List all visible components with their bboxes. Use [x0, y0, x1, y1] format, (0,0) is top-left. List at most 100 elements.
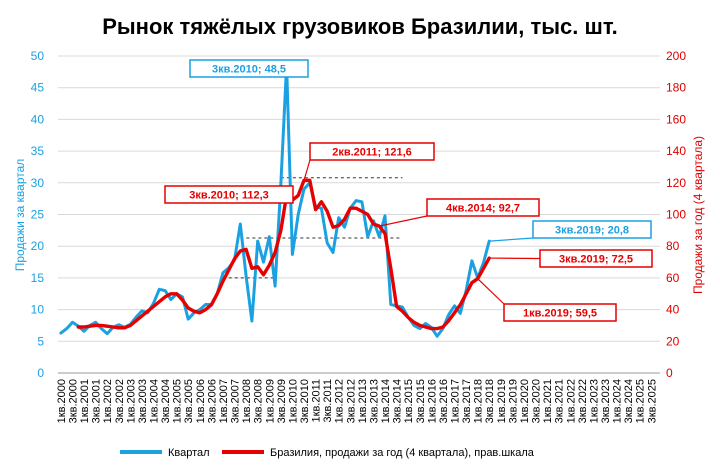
legend: Квартал Бразилия, продажи за год (4 квар… — [120, 447, 535, 459]
left-tick-label: 5 — [37, 334, 44, 348]
x-tick-label: 1кв.2012 — [334, 379, 346, 423]
x-tick-label: 1кв.2009 — [264, 379, 276, 423]
left-tick-label: 35 — [31, 144, 45, 158]
legend-label-annual: Бразилия, продажи за год (4 квартала), п… — [270, 447, 535, 459]
x-tick-label: 3кв.2022 — [577, 379, 589, 423]
grid — [58, 55, 660, 342]
x-tick-label: 3кв.2012 — [345, 379, 357, 423]
right-tick-label: 180 — [666, 81, 686, 95]
x-tick-label: 1кв.2019 — [496, 379, 508, 423]
annotation-box — [164, 185, 294, 204]
x-tick-label: 3кв.2011 — [322, 379, 334, 422]
x-tick-label: 3кв.2009 — [276, 379, 288, 423]
x-tick-label: 3кв.2015 — [415, 379, 427, 423]
legend-label-quarter: Квартал — [168, 447, 210, 459]
chart-title: Рынок тяжёлых грузовиков Бразилии, тыс. … — [102, 14, 618, 39]
right-tick-label: 0 — [666, 366, 673, 380]
x-tick-label: 1кв.2005 — [172, 379, 184, 423]
x-tick-label: 3кв.2001 — [91, 379, 103, 423]
right-tick-label: 140 — [666, 144, 686, 158]
x-tick-label: 1кв.2025 — [635, 379, 647, 423]
right-tick-label: 100 — [666, 208, 686, 222]
annotation-label: 1кв.2019; 59,5 — [523, 308, 597, 320]
left-tick-label: 0 — [37, 366, 44, 380]
x-tick-label: 1кв.2007 — [218, 379, 230, 423]
right-tick-label: 120 — [666, 176, 686, 190]
x-tick-label: 3кв.2023 — [600, 379, 612, 423]
annotation-leader — [379, 215, 428, 227]
x-tick-label: 1кв.2023 — [588, 379, 600, 423]
x-tick-label: 3кв.2007 — [230, 379, 242, 423]
x-tick-label: 1кв.2010 — [287, 379, 299, 423]
annotation-box — [503, 303, 617, 322]
left-tick-label: 30 — [31, 176, 45, 190]
left-axis-ticks: 0 5 10 15 20 25 30 35 40 45 50 — [31, 49, 45, 380]
x-tick-label: 1кв.2006 — [195, 379, 207, 423]
x-tick-label: 3кв.2003 — [137, 379, 149, 423]
annotation-box — [189, 59, 309, 78]
x-tick-label: 3кв.2021 — [554, 379, 566, 423]
x-tick-label: 1кв.2000 — [56, 379, 68, 423]
x-tick-label: 3кв.2024 — [623, 379, 635, 423]
reference-lines — [228, 177, 403, 279]
annotation-leader — [489, 237, 534, 242]
x-tick-label: 1кв.2013 — [357, 379, 369, 423]
right-tick-label: 80 — [666, 239, 680, 253]
right-tick-label: 40 — [666, 303, 680, 317]
left-tick-label: 10 — [31, 303, 45, 317]
x-tick-label: 1кв.2004 — [149, 379, 161, 423]
x-tick-label: 3кв.2006 — [206, 379, 218, 423]
x-tick-label: 1кв.2008 — [241, 379, 253, 423]
x-axis-ticks: 1кв.2000 3кв.2000 1кв.2001 3кв.2001 1кв.2002… — [56, 379, 658, 423]
right-tick-label: 160 — [666, 112, 686, 126]
x-tick-label: 1кв.2024 — [612, 379, 624, 423]
annotation-label: 2кв.2011; 121,6 — [332, 147, 412, 159]
x-tick-label: 1кв.2014 — [380, 379, 392, 423]
annotation-box — [539, 249, 653, 268]
right-tick-label: 200 — [666, 49, 686, 63]
left-axis-title: Продажи за квартал — [13, 159, 27, 272]
x-tick-label: 1кв.2021 — [542, 379, 554, 423]
x-tick-label: 3кв.2008 — [253, 379, 265, 423]
series-lines — [59, 64, 491, 338]
x-tick-label: 3кв.2025 — [646, 379, 658, 423]
x-tick-label: 3кв.2000 — [67, 379, 79, 423]
annotation-box — [309, 142, 435, 161]
x-tick-label: 3кв.2010 — [299, 379, 311, 423]
x-tick-label: 1кв.2015 — [403, 379, 415, 423]
x-tick-label: 3кв.2014 — [392, 379, 404, 423]
right-axis-title: Продажи за год (4 квартала) — [691, 136, 705, 294]
x-tick-label: 1кв.2022 — [565, 379, 577, 423]
x-tick-label: 3кв.2005 — [183, 379, 195, 423]
annotation-label: 3кв.2019; 20,8 — [555, 225, 629, 237]
left-tick-label: 15 — [31, 271, 45, 285]
x-tick-label: 1кв.2020 — [519, 379, 531, 423]
annotation-label: 3кв.2010; 112,3 — [189, 190, 269, 202]
annotation-leader — [303, 159, 311, 181]
x-tick-label: 3кв.2002 — [114, 379, 126, 423]
left-tick-label: 50 — [31, 49, 45, 63]
series-line-annual — [76, 178, 491, 331]
right-axis-ticks: 0 20 40 60 80 100 120 140 160 180 200 — [666, 49, 686, 380]
right-tick-label: 60 — [666, 271, 680, 285]
x-tick-label: 1кв.2016 — [426, 379, 438, 423]
left-tick-label: 40 — [31, 112, 45, 126]
annotation-label: 3кв.2019; 72,5 — [559, 254, 633, 266]
annotations: 3кв.2010; 48,5 2кв.2011; 121,6 3кв.2010; 1… — [164, 59, 653, 322]
annotation-leader — [477, 278, 505, 305]
x-tick-label: 1кв.2018 — [473, 379, 485, 423]
x-tick-label: 3кв.2018 — [484, 379, 496, 423]
x-tick-label: 3кв.2013 — [368, 379, 380, 423]
left-tick-label: 25 — [31, 208, 45, 222]
annotation-box — [426, 198, 540, 217]
left-tick-label: 20 — [31, 239, 45, 253]
x-tick-label: 1кв.2003 — [125, 379, 137, 423]
annotation-label: 4кв.2014; 92,7 — [446, 203, 520, 215]
annotation-label: 3кв.2010; 48,5 — [212, 64, 286, 76]
x-tick-label: 1кв.2001 — [79, 379, 91, 423]
left-tick-label: 45 — [31, 81, 45, 95]
right-tick-label: 20 — [666, 334, 680, 348]
x-tick-label: 1кв.2017 — [450, 379, 462, 423]
annotation-box — [532, 220, 652, 239]
